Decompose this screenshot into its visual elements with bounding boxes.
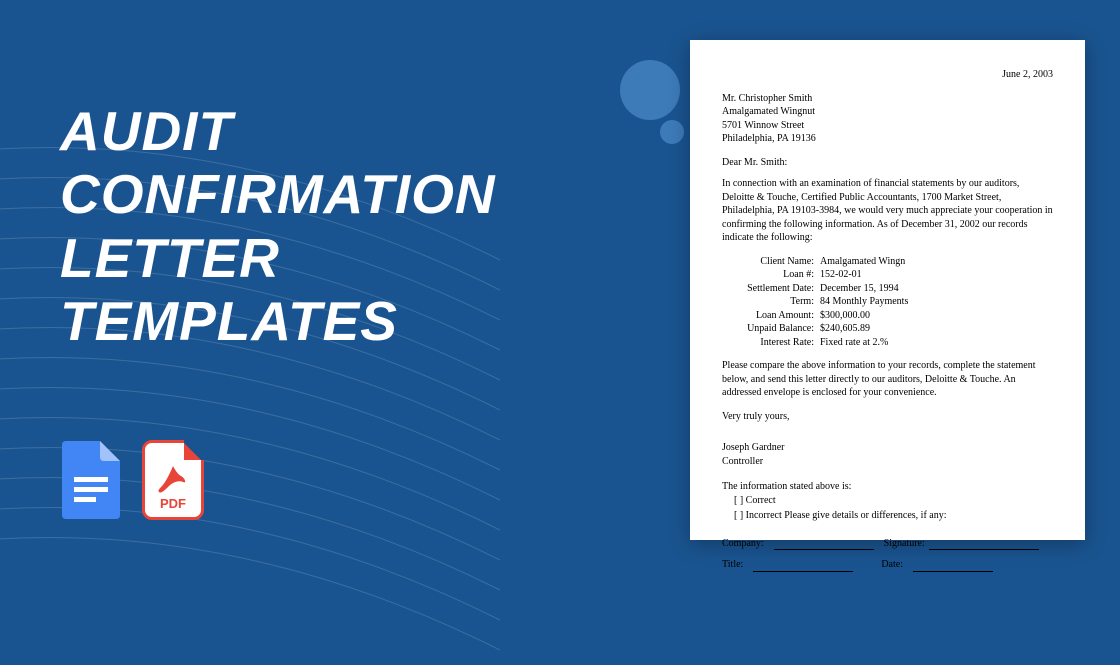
title-line: LETTER	[60, 227, 496, 290]
pdf-icon: PDF	[142, 440, 204, 520]
format-icons: PDF	[60, 440, 204, 520]
title-line: CONFIRMATION	[60, 163, 496, 226]
signature-line: Title: Date:	[722, 558, 1053, 572]
decorative-circle-small	[660, 120, 684, 144]
title-line: TEMPLATES	[60, 290, 496, 353]
signature-line: Company: Signature:	[722, 537, 1053, 551]
letter-para2: Please compare the above information to …	[722, 359, 1053, 400]
letter-address: Mr. Christopher Smith Amalgamated Wingnu…	[722, 92, 1053, 146]
addr-line: Mr. Christopher Smith	[722, 92, 1053, 106]
page-title: AUDIT CONFIRMATION LETTER TEMPLATES	[60, 100, 496, 353]
title-line: AUDIT	[60, 100, 496, 163]
letter-fields: Client Name:Amalgamated Wingn Loan #:152…	[742, 255, 1053, 350]
letter-signature: Joseph Gardner Controller	[722, 441, 1053, 468]
letter-confirmation: The information stated above is: [ ] Cor…	[722, 480, 1053, 523]
addr-line: 5701 Winnow Street	[722, 119, 1053, 133]
letter-date: June 2, 2003	[722, 68, 1053, 82]
decorative-circle-large	[620, 60, 680, 120]
pdf-label: PDF	[160, 496, 186, 511]
google-docs-icon	[60, 440, 122, 520]
letter-preview: June 2, 2003 Mr. Christopher Smith Amalg…	[690, 40, 1085, 540]
addr-line: Philadelphia, PA 19136	[722, 132, 1053, 146]
letter-salutation: Dear Mr. Smith:	[722, 156, 1053, 170]
addr-line: Amalgamated Wingnut	[722, 105, 1053, 119]
letter-closing: Very truly yours,	[722, 410, 1053, 424]
letter-para1: In connection with an examination of fin…	[722, 177, 1053, 245]
